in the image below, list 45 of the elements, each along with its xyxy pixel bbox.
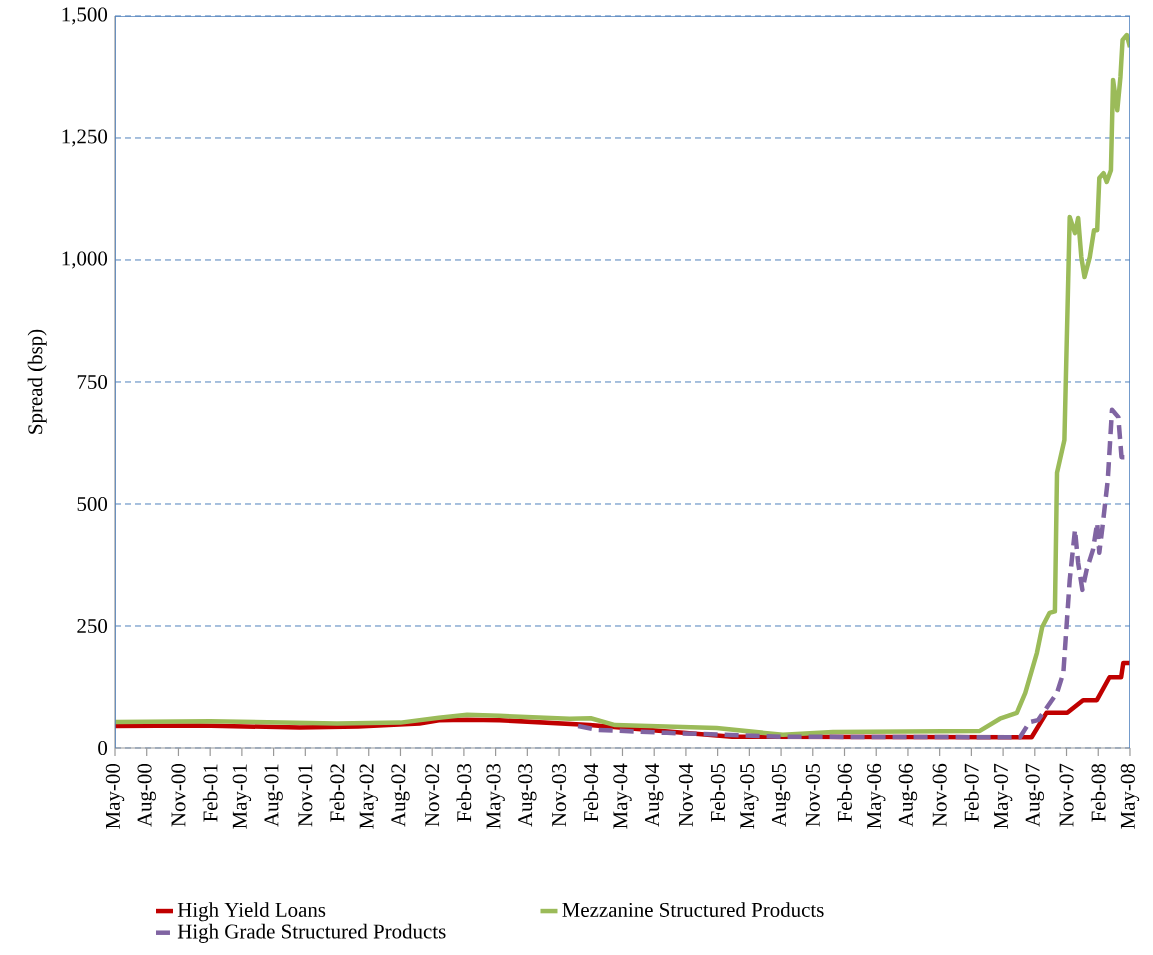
x-tick-label: Feb-01 [202,764,218,822]
y-axis-title: Spread (bsp) [27,329,47,434]
legend-label: High Grade Structured Products [177,923,446,943]
x-tick-label: May-07 [993,763,1013,829]
x-tick-label: Feb-02 [329,764,345,822]
y-tick-label: 0 [98,740,108,756]
line-series [115,32,1130,738]
x-tick-label: Nov-01 [298,764,313,827]
y-tick-label: 750 [77,374,108,390]
x-tick-label: May-06 [867,763,886,829]
x-tick-label: Nov-07 [1059,763,1074,827]
x-tick-label: May-01 [232,764,252,829]
x-tick-label: Nov-03 [552,763,567,827]
x-tick-label: Feb-05 [710,763,725,822]
x-tick-label: Aug-01 [264,764,283,827]
x-tick-label: May-00 [105,763,125,829]
x-tick-label: Aug-07 [1025,763,1045,827]
x-tick-label: Nov-06 [932,763,947,827]
legend-label: Mezzanine Structured Products [562,902,824,917]
x-tick-label: Nov-05 [805,763,820,827]
x-tick-label: Feb-08 [1090,763,1106,822]
y-tick-label: 500 [77,496,108,512]
x-tick-label: Feb-07 [964,763,979,822]
x-tick-label: Aug-05 [771,763,791,827]
x-tick-label: Aug-06 [898,763,918,827]
x-tick-label: May-05 [740,763,759,829]
x-tick-label: Aug-00 [137,763,156,827]
x-tick-label: Aug-02 [391,764,410,827]
x-tick-label: May-08 [1120,763,1140,829]
x-tick-label: Aug-04 [645,763,664,827]
x-tick-label: May-04 [613,763,632,829]
x-tick-label: Nov-02 [425,764,440,827]
x-tick-label: May-02 [359,764,378,829]
x-tick-label: May-03 [486,763,505,829]
y-tick-label: 1,250 [62,129,108,147]
x-tick-label: Feb-03 [456,763,472,822]
x-tick-label: Nov-00 [171,763,186,827]
x-tick-label: Feb-06 [837,763,852,822]
y-tick-label: 1,500 [62,7,108,25]
y-tick-label: 250 [77,618,108,634]
x-tick-label: Aug-03 [518,763,537,827]
x-tick-label: Nov-04 [678,763,693,827]
legend-label: High Yield Loans [177,902,326,922]
x-tick-label: Feb-04 [583,763,599,822]
y-tick-label: 1,000 [62,251,108,269]
